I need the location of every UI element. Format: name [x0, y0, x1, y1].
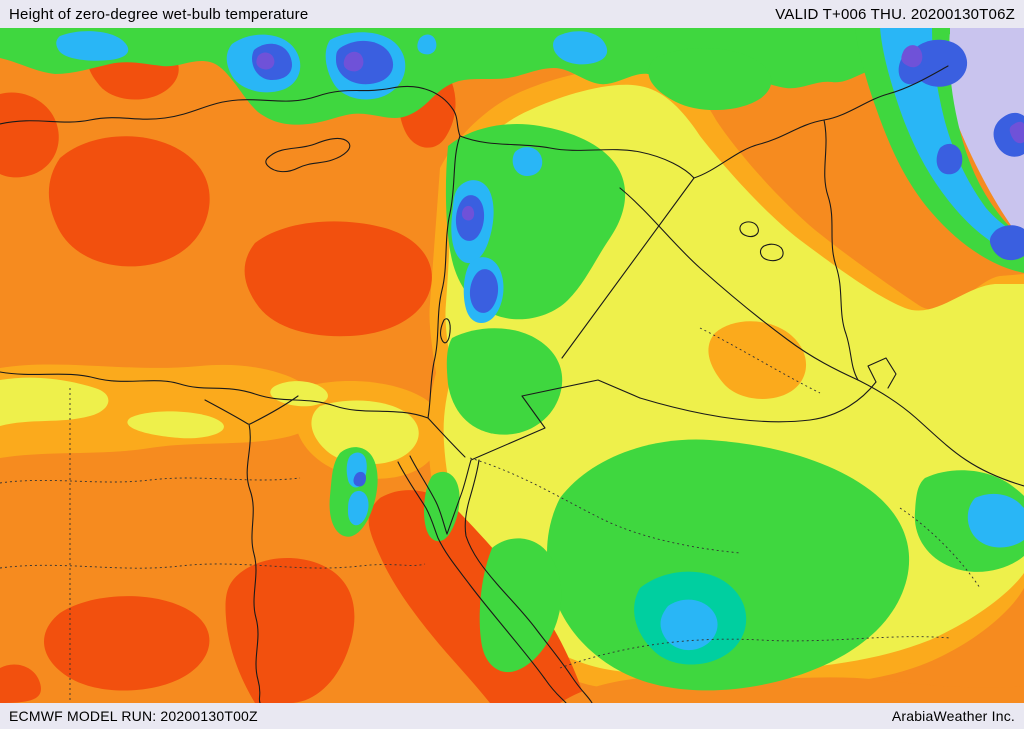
- jordan-saudi-border: [470, 379, 641, 461]
- contour-blob: [43, 596, 210, 691]
- contour-blob: [469, 269, 499, 313]
- contour-blob: [479, 538, 562, 673]
- model-run-label: ECMWF MODEL RUN: 20200130T00Z: [9, 708, 258, 724]
- contour-blob: [56, 31, 129, 61]
- contour-blob: [348, 490, 369, 526]
- contour-indigo-regions: [256, 45, 1024, 221]
- contour-lavender-region: [948, 28, 1024, 243]
- persian-gulf-coastline: [857, 379, 1024, 487]
- syria-iraq-border: [561, 177, 695, 359]
- red-sea-east-coast: [464, 459, 593, 703]
- contour-blob: [547, 439, 910, 691]
- dead-sea-outline: [439, 318, 451, 344]
- contour-blob: [989, 225, 1024, 261]
- country-borders: [0, 65, 1024, 703]
- contour-map-svg: [0, 28, 1024, 703]
- contour-blob: [311, 400, 419, 465]
- contour-blob: [336, 40, 394, 85]
- contour-blob: [446, 328, 563, 435]
- nile-delta-branch: [204, 399, 249, 425]
- contour-blob: [0, 92, 59, 178]
- nile-river: [246, 423, 261, 703]
- dashed-line: [469, 457, 741, 554]
- weather-map: [0, 28, 1024, 703]
- contour-blob: [648, 47, 772, 111]
- contour-blob: [48, 136, 210, 267]
- egypt-coastline: [0, 371, 429, 419]
- egypt-israel-border: [427, 417, 466, 458]
- valid-time-label: VALID T+006 THU. 20200130T06Z: [775, 5, 1015, 23]
- turkey-coastline: [0, 85, 461, 137]
- contour-blob: [909, 39, 968, 87]
- nile-delta-branch: [249, 395, 299, 425]
- dashed-line: [899, 507, 981, 589]
- contour-blob: [225, 558, 355, 703]
- red-sea-west-coast: [397, 461, 567, 703]
- contour-amber-pockets: [708, 321, 807, 399]
- contour-blob: [0, 664, 41, 703]
- contour-blob: [244, 221, 432, 337]
- contour-blob: [461, 205, 475, 221]
- iraq-iran-border: [823, 119, 859, 381]
- contour-blob: [880, 28, 1024, 256]
- contour-blob: [353, 471, 366, 487]
- contour-blob: [417, 34, 437, 55]
- saudi-iraq-border: [639, 381, 877, 423]
- cyprus-outline: [265, 137, 351, 173]
- contour-blob: [708, 321, 807, 399]
- contour-blob: [936, 143, 963, 175]
- contour-blob: [512, 147, 543, 176]
- contour-blob: [0, 377, 109, 426]
- turkey-syria-border: [459, 135, 695, 179]
- contour-blob: [901, 45, 923, 68]
- contour-blob: [127, 411, 224, 439]
- sinai-aqaba-west-coast: [446, 459, 472, 535]
- contour-blob: [967, 493, 1024, 548]
- dashed-boundaries: [0, 327, 981, 703]
- contour-blob: [343, 51, 364, 72]
- contour-blob: [1009, 121, 1024, 144]
- iraq-lake-outline: [739, 221, 759, 238]
- title-bar: Height of zero-degree wet-bulb temperatu…: [0, 0, 1024, 28]
- iraq-lake-outline: [759, 243, 784, 262]
- euphrates-river: [619, 187, 859, 381]
- dashed-line: [0, 477, 301, 484]
- map-title: Height of zero-degree wet-bulb temperatu…: [9, 5, 309, 23]
- contour-blob: [660, 599, 718, 651]
- dashed-line: [559, 636, 951, 669]
- contour-blob: [553, 31, 608, 65]
- contour-blob: [256, 52, 275, 70]
- status-bar: ECMWF MODEL RUN: 20200130T00Z ArabiaWeat…: [0, 703, 1024, 729]
- kuwait-border: [867, 357, 897, 389]
- attribution-label: ArabiaWeather Inc.: [891, 708, 1015, 724]
- gulf-of-suez-east-coast: [409, 455, 448, 535]
- contour-blob: [948, 28, 1024, 243]
- dashed-line: [699, 327, 821, 394]
- levant-coastline: [427, 135, 461, 419]
